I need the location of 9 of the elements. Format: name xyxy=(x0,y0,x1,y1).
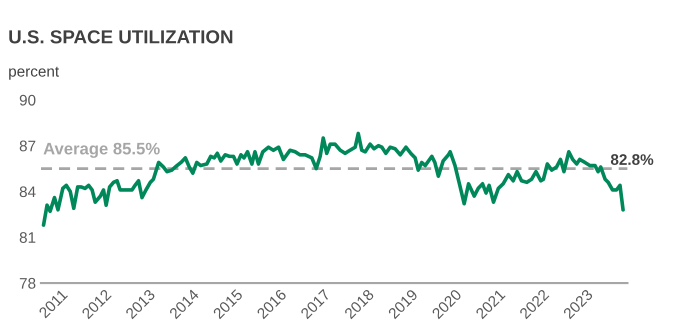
y-tick-label: 78 xyxy=(20,278,36,289)
ref-line-label: Average 85.5% xyxy=(44,142,160,158)
y-axis-title: percent xyxy=(9,66,60,80)
y-tick-label: 84 xyxy=(20,186,36,198)
y-tick-label: 87 xyxy=(20,140,36,152)
annotation: 82.8% xyxy=(610,154,654,165)
chart-title: U.S. SPACE UTILIZATION xyxy=(9,30,232,44)
y-tick-label: 90 xyxy=(20,94,36,106)
y-tick-label: 81 xyxy=(20,232,36,243)
